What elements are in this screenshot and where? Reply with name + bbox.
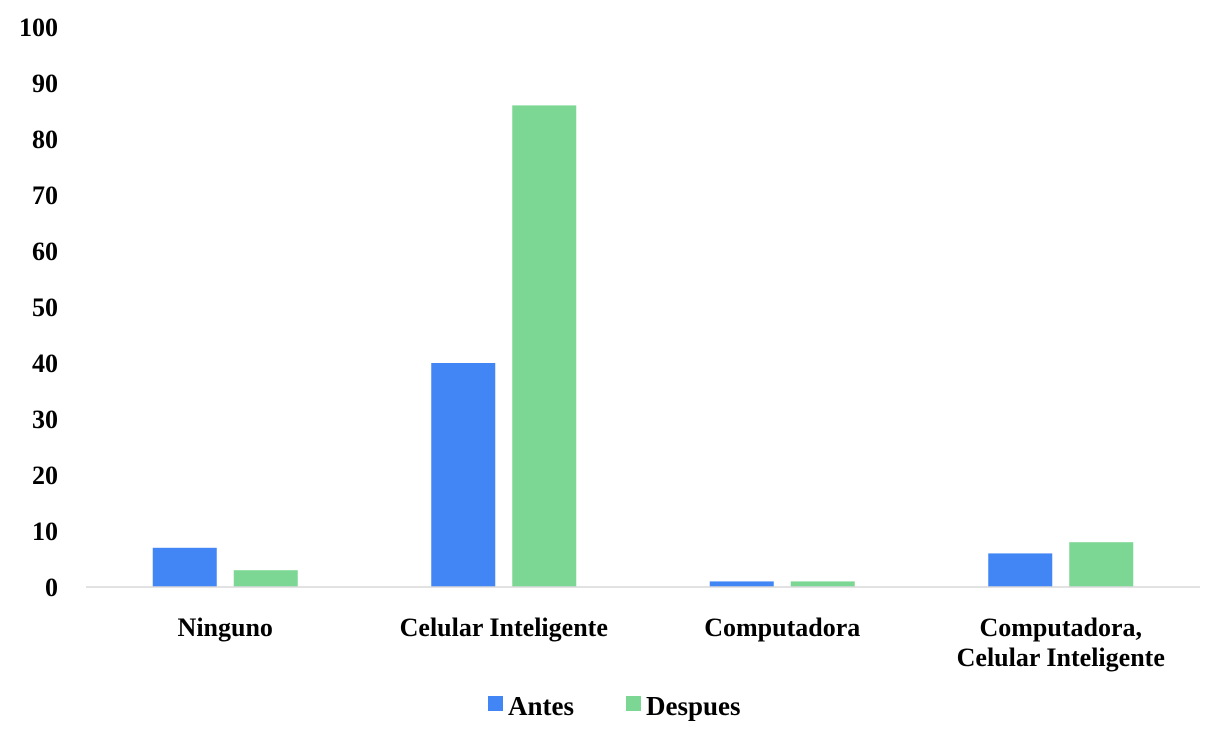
y-tick-label: 80 (32, 125, 58, 154)
category-label: Celular Inteligente (957, 643, 1165, 672)
legend-label-antes: Antes (508, 691, 574, 721)
bar-despues-2 (790, 581, 855, 587)
y-tick-label: 50 (32, 293, 58, 322)
bar-despues-0 (233, 570, 298, 587)
category-label: Computadora (704, 613, 860, 642)
legend: Antes Despues (488, 691, 741, 721)
bar-antes-2 (709, 581, 774, 587)
y-axis-ticks: 0 10 20 30 40 50 60 70 80 90 100 (19, 13, 58, 602)
bar-antes-1 (431, 363, 496, 587)
y-tick-label: 90 (32, 69, 58, 98)
bar-antes-0 (152, 547, 217, 587)
bar-despues-3 (1069, 542, 1134, 587)
category-label: Ninguno (178, 613, 273, 642)
y-tick-label: 20 (32, 461, 58, 490)
bars (152, 105, 1134, 588)
legend-swatch-antes (488, 696, 503, 711)
category-label: Celular Inteligente (400, 613, 608, 642)
y-tick-label: 60 (32, 237, 58, 266)
bar-despues-1 (512, 105, 577, 588)
y-tick-label: 30 (32, 405, 58, 434)
category-label: Computadora, (979, 613, 1142, 642)
bar-antes-3 (988, 553, 1053, 587)
y-tick-label: 0 (45, 573, 58, 602)
legend-swatch-despues (626, 696, 641, 711)
y-tick-label: 100 (19, 13, 58, 42)
legend-label-despues: Despues (646, 691, 741, 721)
y-tick-label: 70 (32, 181, 58, 210)
category-labels: Ninguno Celular Inteligente Computadora Com… (178, 613, 1165, 672)
y-tick-label: 10 (32, 517, 58, 546)
y-tick-label: 40 (32, 349, 58, 378)
